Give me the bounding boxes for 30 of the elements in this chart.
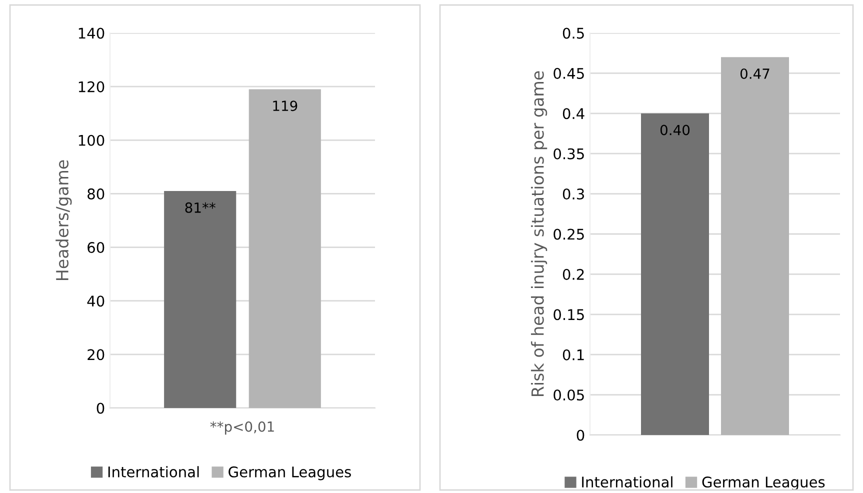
- y-tick-label: 0.25: [554, 228, 584, 240]
- y-tick-label: 140: [78, 28, 104, 39]
- legend-label: German Leagues: [702, 476, 825, 490]
- y-axis-title: Headers/game: [56, 160, 72, 280]
- legend-label: German Leagues: [228, 466, 351, 480]
- y-tick-label: 0.45: [554, 68, 584, 79]
- y-tick-label: 60: [88, 242, 104, 254]
- y-tick-label: 0.1: [562, 349, 584, 360]
- data-label: 119: [273, 100, 298, 112]
- y-tick-label: 40: [87, 296, 104, 307]
- data-label: 0.40: [660, 124, 690, 136]
- y-tick-label: 0: [576, 430, 584, 441]
- y-tick-label: 0.05: [554, 390, 584, 401]
- y-tick-label: 0.4: [562, 108, 584, 120]
- y-tick-label: 120: [78, 81, 104, 92]
- y-tick-label: 0.35: [554, 148, 584, 160]
- data-label: 81**: [185, 202, 216, 213]
- y-tick-label: 0.2: [562, 268, 584, 280]
- text: **p<0,01: [210, 421, 274, 435]
- y-tick-label: 0.3: [562, 188, 584, 200]
- y-tick-label: 100: [78, 134, 104, 146]
- y-tick-label: 80: [88, 188, 104, 200]
- y-axis-title: Risk of head inujry situations per game: [530, 71, 548, 396]
- y-tick-label: 0: [96, 402, 104, 414]
- legend-label: International: [108, 466, 199, 478]
- y-tick-label: 20: [88, 349, 104, 360]
- legend-label: International: [582, 476, 672, 488]
- y-tick-label: 0.5: [562, 28, 584, 39]
- data-label: 0.47: [740, 68, 770, 79]
- y-tick-label: 0.15: [554, 309, 584, 320]
